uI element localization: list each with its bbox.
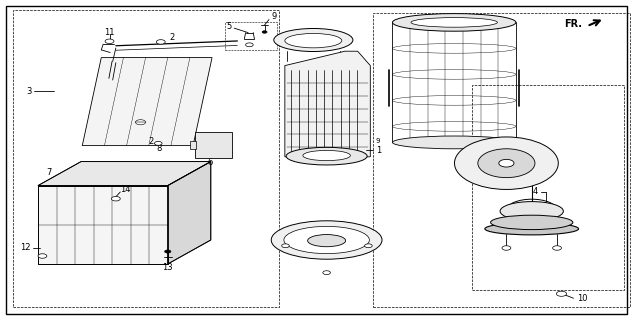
Circle shape bbox=[156, 40, 165, 44]
Ellipse shape bbox=[286, 147, 367, 165]
Bar bbox=[373, 13, 630, 307]
Text: 6: 6 bbox=[208, 158, 213, 167]
Polygon shape bbox=[82, 58, 212, 146]
Polygon shape bbox=[168, 162, 211, 264]
Circle shape bbox=[262, 31, 267, 33]
Circle shape bbox=[154, 141, 162, 145]
Ellipse shape bbox=[273, 28, 353, 52]
Circle shape bbox=[323, 271, 330, 275]
Circle shape bbox=[502, 246, 511, 250]
Circle shape bbox=[556, 291, 567, 296]
Text: 14: 14 bbox=[120, 185, 130, 194]
Ellipse shape bbox=[303, 150, 351, 161]
Bar bbox=[225, 22, 277, 50]
Ellipse shape bbox=[271, 221, 382, 259]
Ellipse shape bbox=[500, 202, 563, 221]
Polygon shape bbox=[285, 51, 370, 157]
Ellipse shape bbox=[392, 13, 516, 31]
Text: 11: 11 bbox=[104, 28, 115, 36]
Text: 4: 4 bbox=[532, 188, 537, 196]
Text: 10: 10 bbox=[577, 294, 587, 303]
Circle shape bbox=[499, 159, 514, 167]
Bar bbox=[472, 85, 624, 290]
Circle shape bbox=[165, 250, 171, 253]
Circle shape bbox=[454, 137, 558, 189]
Text: FR.: FR. bbox=[565, 19, 582, 29]
Bar bbox=[13, 10, 279, 307]
Bar bbox=[190, 141, 196, 149]
Circle shape bbox=[38, 254, 47, 258]
Text: 13: 13 bbox=[163, 263, 173, 272]
Bar bbox=[195, 132, 232, 158]
Circle shape bbox=[478, 149, 535, 178]
Text: 1: 1 bbox=[376, 146, 381, 155]
Circle shape bbox=[365, 244, 372, 248]
Text: 2: 2 bbox=[148, 137, 153, 146]
Text: 2: 2 bbox=[170, 33, 175, 42]
Text: 7: 7 bbox=[47, 168, 52, 177]
Ellipse shape bbox=[485, 223, 579, 235]
Ellipse shape bbox=[411, 18, 498, 27]
Text: 9: 9 bbox=[272, 12, 277, 21]
Ellipse shape bbox=[284, 227, 370, 253]
Circle shape bbox=[105, 39, 114, 44]
Circle shape bbox=[246, 43, 253, 47]
Text: 12: 12 bbox=[20, 244, 30, 252]
Text: 9: 9 bbox=[375, 138, 380, 144]
Polygon shape bbox=[38, 162, 211, 186]
Ellipse shape bbox=[392, 136, 516, 149]
Ellipse shape bbox=[491, 215, 573, 230]
Ellipse shape bbox=[308, 235, 346, 247]
Text: 5: 5 bbox=[227, 22, 232, 31]
Text: 8: 8 bbox=[157, 144, 162, 153]
Polygon shape bbox=[38, 186, 168, 264]
Text: 3: 3 bbox=[27, 87, 32, 96]
Circle shape bbox=[111, 196, 120, 201]
Ellipse shape bbox=[285, 34, 342, 48]
Circle shape bbox=[282, 244, 289, 248]
Circle shape bbox=[553, 246, 561, 250]
